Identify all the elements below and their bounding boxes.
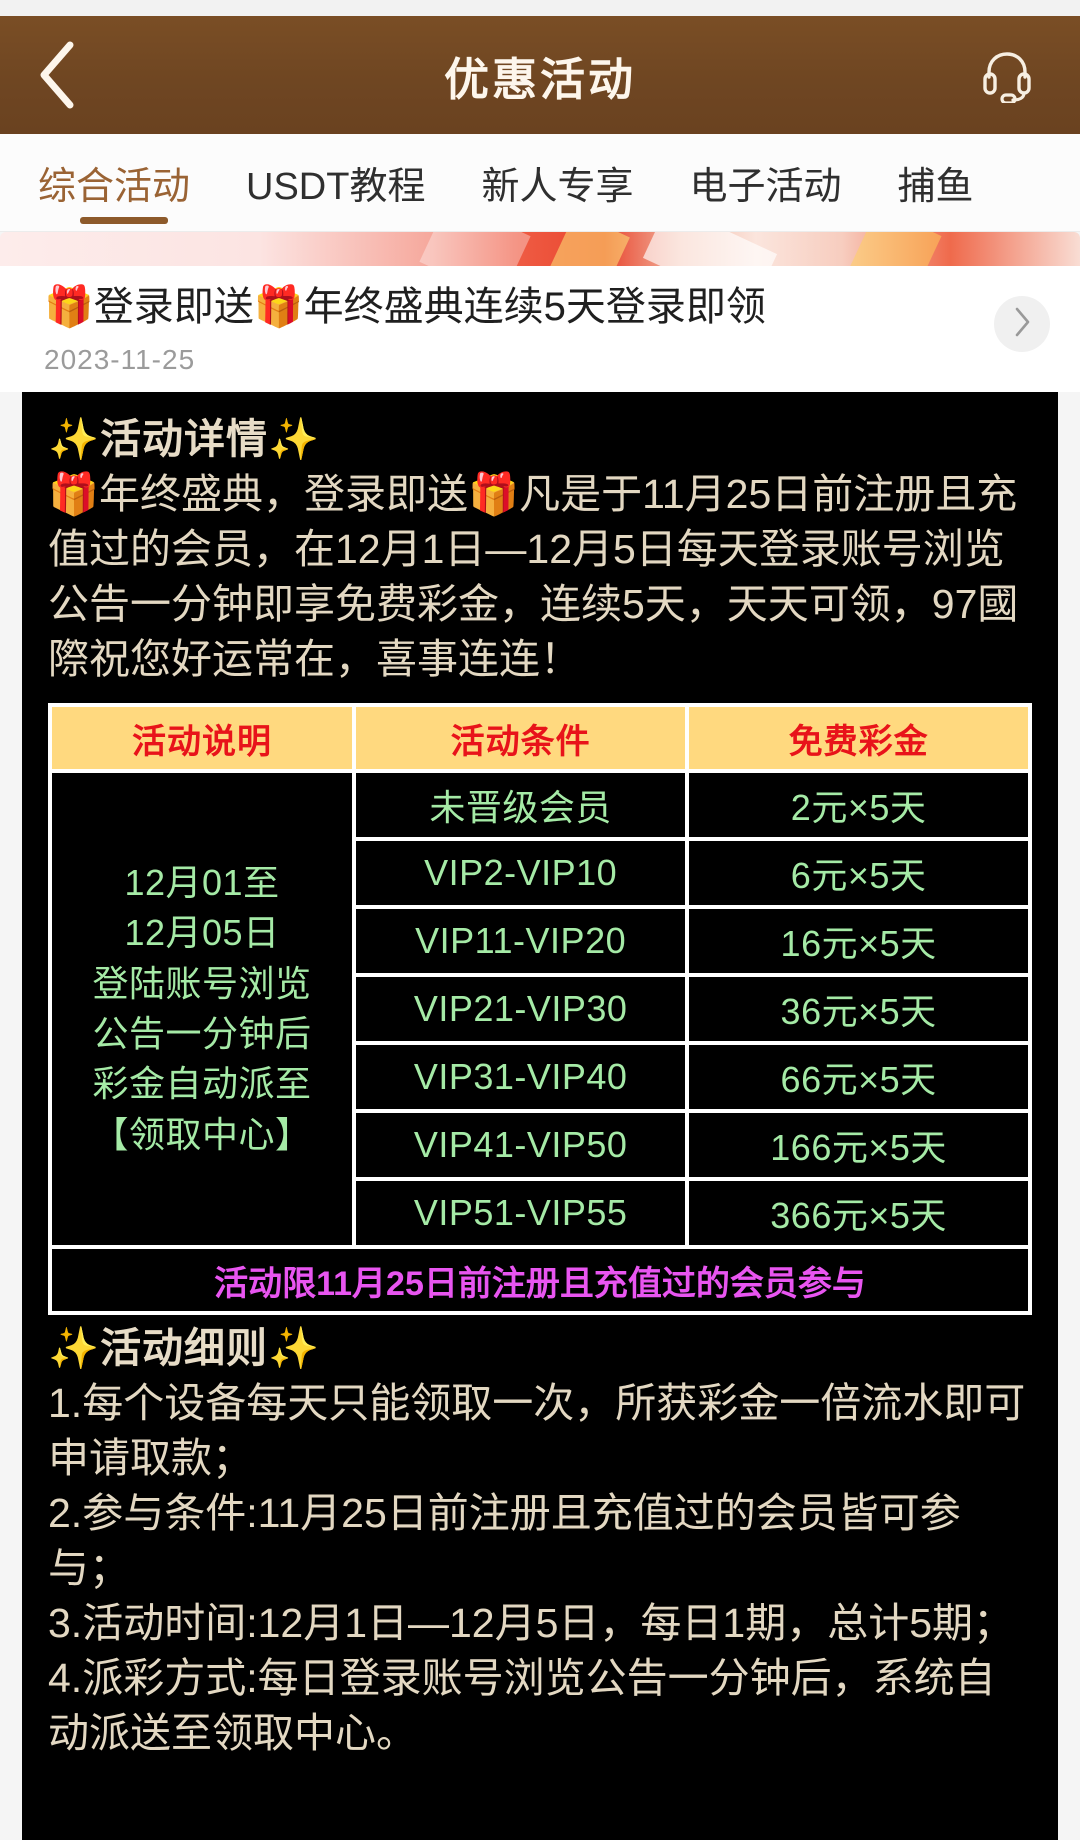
- table-header-condition: 活动条件: [356, 707, 686, 769]
- table-note-row: 活动限11月25日前注册且充值过的会员参与: [52, 1249, 1028, 1311]
- table-header-description: 活动说明: [52, 707, 353, 769]
- table-cell-condition: 未晋级会员: [356, 773, 686, 837]
- table-row: VIP21-VIP30 36元×5天: [52, 977, 1028, 1041]
- rule-item: 3.活动时间:12月1日—12月5日，每日1期，总计5期；: [48, 1600, 1015, 1646]
- back-button[interactable]: [34, 32, 104, 118]
- table-cell-bonus: 16元×5天: [689, 909, 1028, 973]
- table-row: VIP41-VIP50 166元×5天: [52, 1113, 1028, 1177]
- promo-header-card[interactable]: 🎁登录即送🎁年终盛典连续5天登录即领 2023-11-25: [0, 266, 1080, 392]
- tab-label: 综合活动: [38, 166, 191, 208]
- table-cell-condition: VIP2-VIP10: [356, 841, 686, 905]
- table-cell-condition: VIP41-VIP50: [356, 1113, 686, 1177]
- rules-heading: ✨活动细则✨: [48, 1323, 1032, 1374]
- table-row: VIP11-VIP20 16元×5天: [52, 909, 1028, 973]
- table-row: VIP51-VIP55 366元×5天: [52, 1181, 1028, 1245]
- table-row: 12月01至 12月05日 登陆账号浏览 公告一分钟后 彩金自动派至 【领取中心】 未晋级…: [52, 773, 1028, 1245]
- category-tabbar[interactable]: 综合活动 USDT教程 新人专享 电子活动 捕鱼: [0, 134, 1080, 232]
- table-row: VIP2-VIP10 6元×5天: [52, 841, 1028, 905]
- detail-paragraph: 🎁年终盛典，登录即送🎁凡是于11月25日前注册且充值过的会员，在12月1日—12…: [48, 471, 1019, 683]
- app-header: 优惠活动: [0, 16, 1080, 134]
- chevron-left-icon: [34, 39, 78, 111]
- table-row: VIP31-VIP40 66元×5天: [52, 1045, 1028, 1109]
- promo-detail-content: ✨活动详情✨ 🎁年终盛典，登录即送🎁凡是于11月25日前注册且充值过的会员，在1…: [22, 392, 1058, 1840]
- status-strip: [0, 0, 1080, 16]
- bonus-table: 活动说明 活动条件 免费彩金 12月01至 12月05日 登陆账号浏览 公告一分钟后彩…: [48, 703, 1032, 1315]
- rule-item: 1.每个设备每天只能领取一次，所获彩金一倍流水即可申请取款；: [48, 1380, 1026, 1482]
- table-cell-description: 12月01至 12月05日 登陆账号浏览 公告一分钟后 彩金自动派至 【领取中心】: [52, 773, 353, 1245]
- tab-buyu[interactable]: 捕鱼: [870, 134, 1002, 231]
- table-note: 活动限11月25日前注册且充值过的会员参与: [52, 1249, 1028, 1311]
- table-cell-condition: VIP31-VIP40: [356, 1045, 686, 1109]
- tab-zonghe-huodong[interactable]: 综合活动: [30, 134, 218, 231]
- customer-support-button[interactable]: [968, 36, 1046, 114]
- rules-section: ✨活动细则✨ 1.每个设备每天只能领取一次，所获彩金一倍流水即可申请取款； 2.…: [48, 1323, 1032, 1761]
- table-header-row: 活动说明 活动条件 免费彩金: [52, 707, 1028, 769]
- sparkle-icon-left: ✨: [48, 1325, 101, 1371]
- tab-label: 电子活动: [689, 166, 842, 208]
- headset-icon: [977, 43, 1037, 108]
- tab-label: USDT教程: [246, 166, 426, 208]
- table-cell-bonus: 36元×5天: [689, 977, 1028, 1041]
- tab-usdt-jiaocheng[interactable]: USDT教程: [218, 134, 453, 231]
- table-cell-bonus: 166元×5天: [689, 1113, 1028, 1177]
- rules-heading-text: 活动细则: [100, 1325, 269, 1371]
- tab-label: 捕鱼: [897, 166, 974, 208]
- tab-label: 新人专享: [481, 166, 634, 208]
- table-cell-bonus: 366元×5天: [689, 1181, 1028, 1245]
- table-header-bonus: 免费彩金: [689, 707, 1028, 769]
- sparkle-icon-right: ✨: [268, 1325, 321, 1371]
- rule-item: 4.派彩方式:每日登录账号浏览公告一分钟后，系统自动派送至领取中心。: [48, 1654, 996, 1756]
- tab-dianzi-huodong[interactable]: 电子活动: [661, 134, 869, 231]
- rule-item: 2.参与条件:11月25日前注册且充值过的会员皆可参与；: [48, 1490, 961, 1592]
- sparkle-icon-right: ✨: [268, 416, 321, 462]
- table-cell-condition: VIP11-VIP20: [356, 909, 686, 973]
- promo-date: 2023-11-25: [44, 344, 196, 375]
- detail-heading-text: 活动详情: [100, 416, 269, 462]
- table-cell-bonus: 6元×5天: [689, 841, 1028, 905]
- table-cell-bonus: 66元×5天: [689, 1045, 1028, 1109]
- page-title: 优惠活动: [443, 53, 636, 105]
- promo-banner-image[interactable]: [0, 232, 1080, 266]
- table-cell-bonus: 2元×5天: [689, 773, 1028, 837]
- detail-heading: ✨活动详情✨: [48, 414, 1032, 465]
- promo-text-wrap: 🎁登录即送🎁年终盛典连续5天登录即领 2023-11-25: [44, 284, 994, 376]
- tab-xinren-zhuanxiang[interactable]: 新人专享: [453, 134, 661, 231]
- chevron-right-icon: [1012, 306, 1032, 343]
- promo-open-button[interactable]: [994, 296, 1050, 352]
- sparkle-icon-left: ✨: [48, 416, 101, 462]
- table-cell-condition: VIP21-VIP30: [356, 977, 686, 1041]
- table-cell-condition: VIP51-VIP55: [356, 1181, 686, 1245]
- promo-title: 🎁登录即送🎁年终盛典连续5天登录即领: [44, 285, 766, 329]
